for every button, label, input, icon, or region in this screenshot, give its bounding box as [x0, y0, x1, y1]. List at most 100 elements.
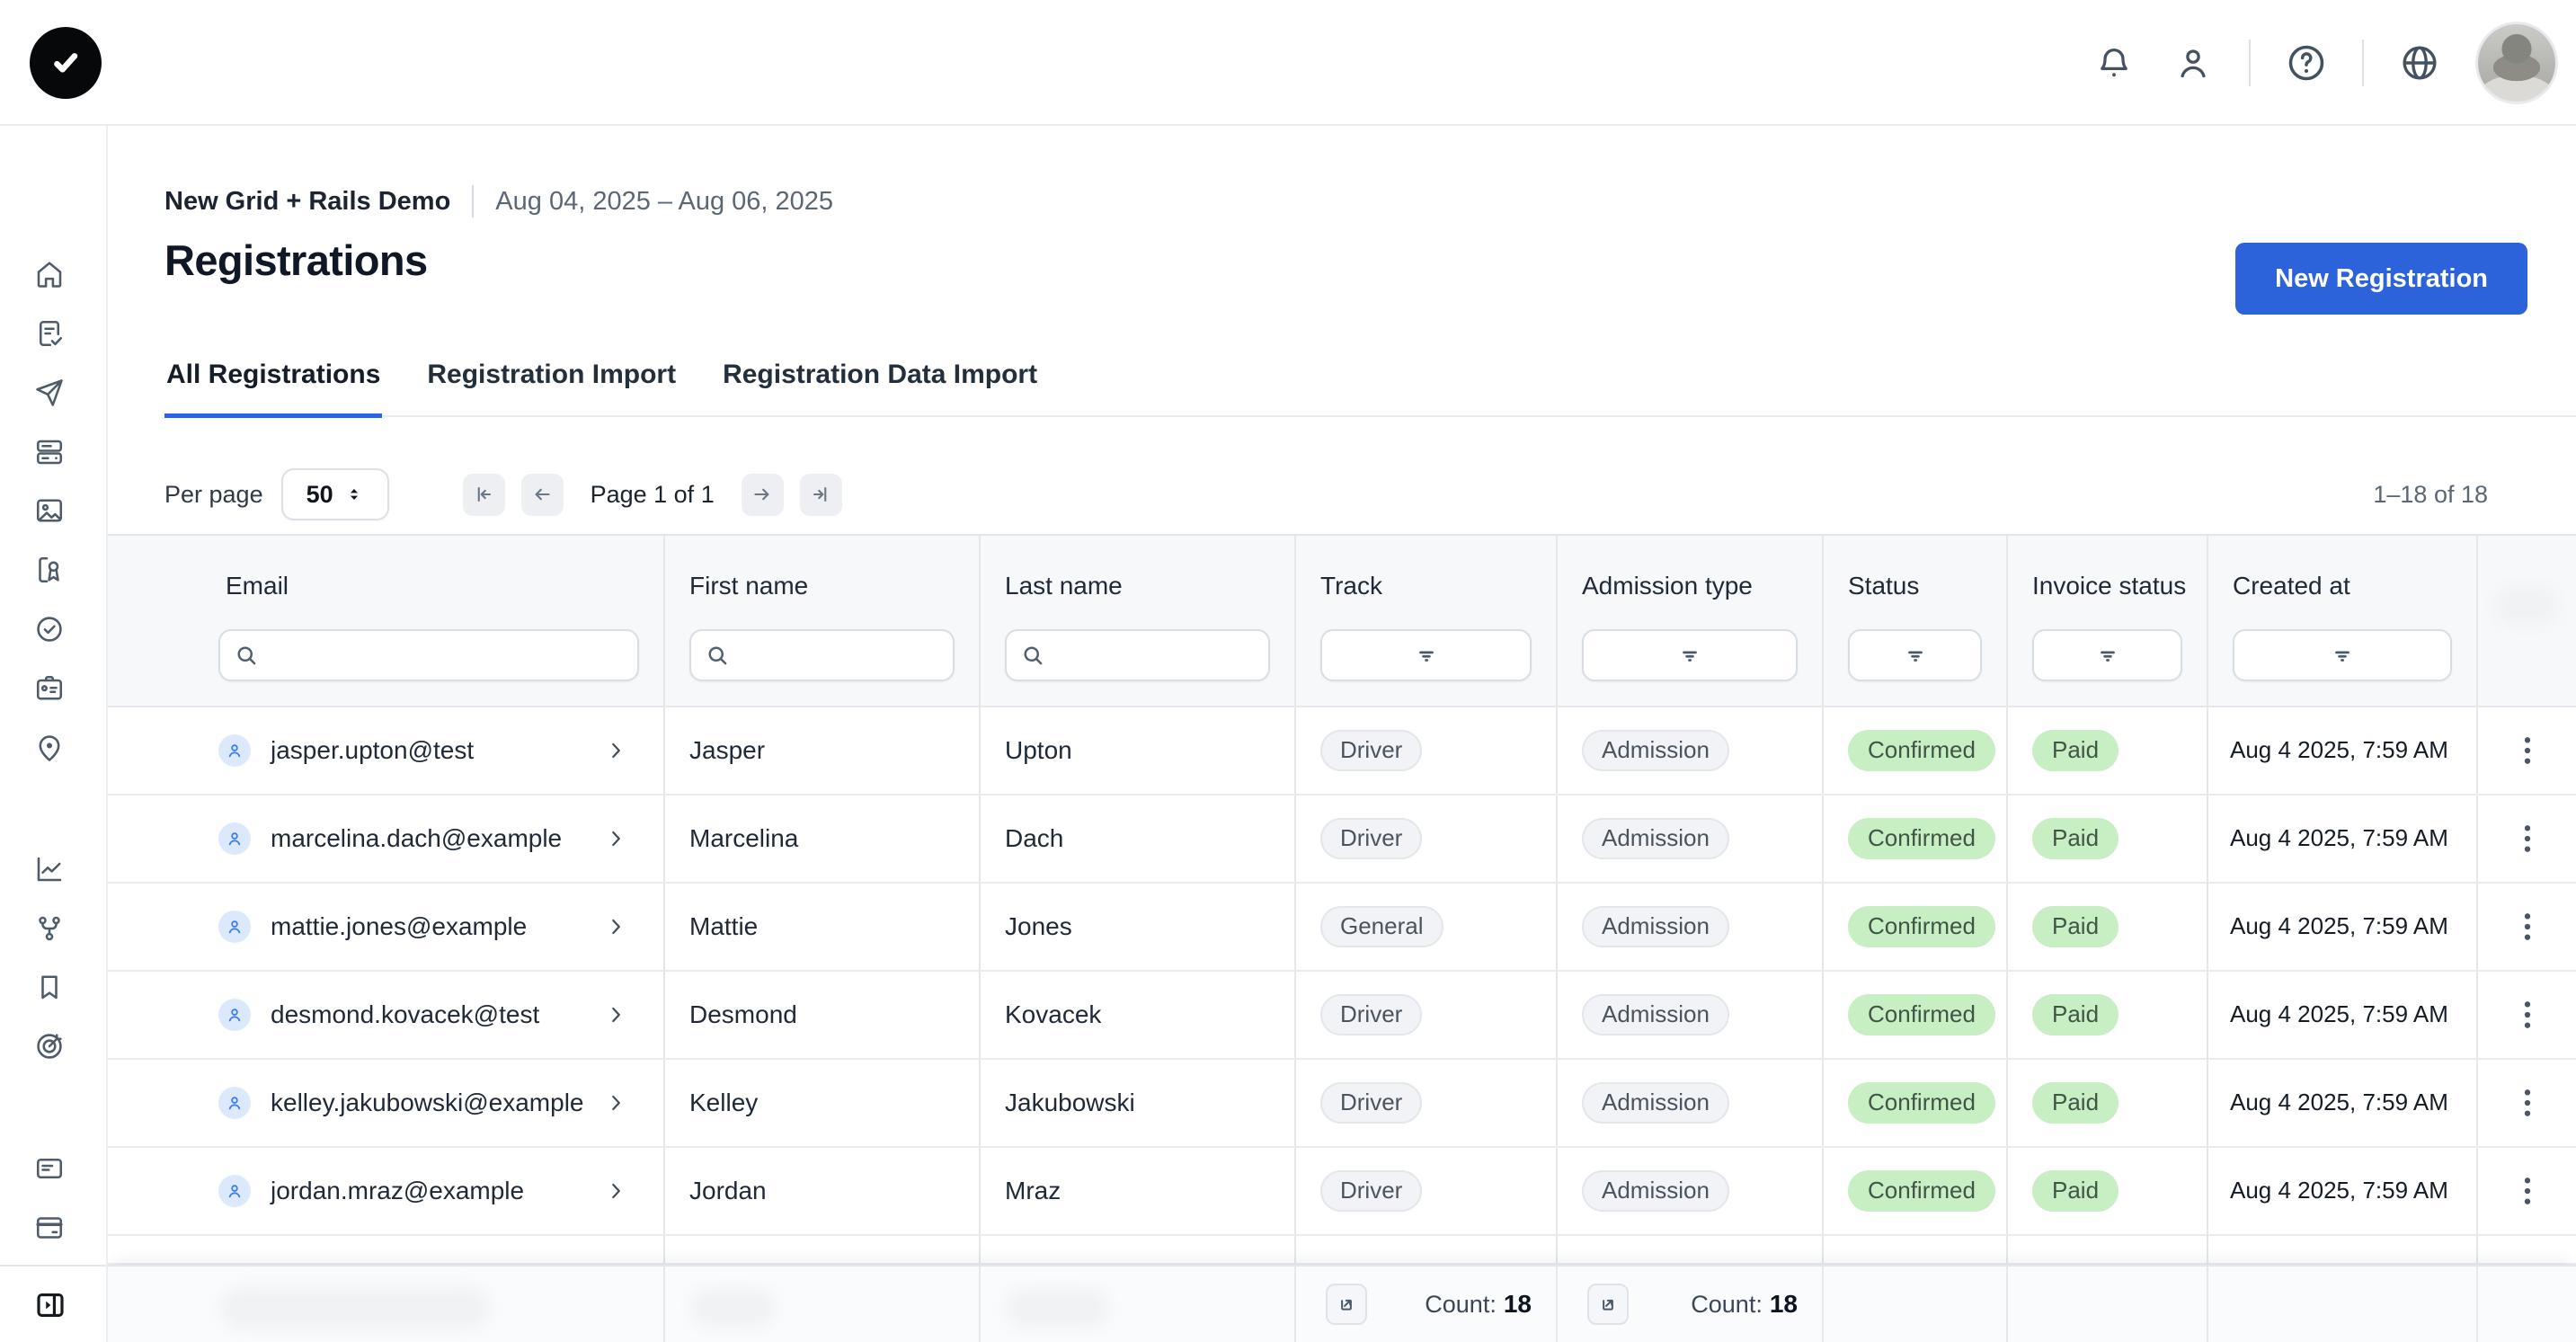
sidebar-item-home[interactable] — [33, 258, 66, 290]
status-badge: Confirmed — [1848, 993, 1995, 1035]
sidebar-item-billing[interactable] — [33, 1212, 66, 1244]
invoice-status-badge: Paid — [2032, 817, 2119, 859]
column-header-first-name: First name — [689, 572, 809, 600]
help-circle-icon — [2284, 40, 2329, 85]
email-cell[interactable]: mattie.jones@example — [108, 883, 665, 970]
row-menu-button[interactable] — [2509, 725, 2546, 776]
last-name-value: Dach — [981, 795, 1296, 882]
sidebar-item-workflows[interactable] — [33, 912, 66, 945]
invoice-status-cell: Paid — [2008, 883, 2208, 970]
sidebar-item-analytics[interactable] — [33, 853, 66, 885]
sidebar-item-forms[interactable] — [33, 317, 66, 350]
track-cell: Driver — [1296, 795, 1558, 882]
status-filter-button[interactable] — [1848, 629, 1982, 681]
status-badge: Confirmed — [1848, 1169, 1995, 1212]
last-name-filter-input[interactable] — [1005, 629, 1270, 681]
chevron-right-icon[interactable] — [604, 827, 627, 850]
email-cell[interactable]: desmond.kovacek@test — [108, 971, 665, 1058]
footer-admission-type-cell: Count: 18 — [1558, 1266, 1824, 1342]
email-value: kelley.jakubowski@example — [271, 1088, 584, 1116]
image-icon — [33, 494, 66, 527]
last-name-value: Upton — [981, 707, 1296, 794]
column-header-track: Track — [1320, 572, 1382, 600]
sidebar-item-notes[interactable] — [33, 1152, 66, 1185]
invoice-status-badge: Paid — [2032, 729, 2119, 771]
email-value: jordan.mraz@example — [271, 1176, 525, 1204]
sidebar-item-certificates[interactable] — [33, 554, 66, 586]
previous-page-icon — [529, 482, 555, 507]
per-page-label: Per page — [164, 480, 263, 508]
collapse-sidebar-button[interactable] — [33, 1288, 66, 1320]
email-cell[interactable]: kelley.jakubowski@example — [108, 1059, 665, 1146]
previous-page-button[interactable] — [520, 473, 564, 516]
chevron-right-icon[interactable] — [604, 1091, 627, 1115]
sidebar-item-sessions[interactable] — [33, 436, 66, 468]
target-icon — [33, 1030, 66, 1062]
help-button[interactable] — [2283, 40, 2330, 86]
first-page-button[interactable] — [462, 473, 505, 516]
invoice-status-filter-button[interactable] — [2032, 629, 2182, 681]
tab-registration-data-import[interactable]: Registration Data Import — [721, 360, 1039, 415]
first-name-filter-input[interactable] — [689, 629, 955, 681]
invoice-status-badge: Paid — [2032, 993, 2119, 1035]
footer-email-cell — [108, 1266, 665, 1342]
new-registration-button[interactable]: New Registration — [2235, 243, 2527, 315]
chevron-right-icon[interactable] — [604, 1003, 627, 1026]
email-cell[interactable]: marcelina.dach@example — [108, 795, 665, 882]
email-value: jasper.upton@test — [271, 735, 475, 764]
track-badge: Driver — [1320, 993, 1423, 1035]
row-menu-button[interactable] — [2509, 813, 2546, 864]
first-page-icon — [471, 482, 496, 507]
created-at-filter-button[interactable] — [2233, 629, 2452, 681]
track-badge: Driver — [1320, 1081, 1423, 1124]
sidebar-item-locations[interactable] — [33, 732, 66, 764]
partial-row — [108, 1235, 2576, 1265]
account-button[interactable] — [2170, 40, 2216, 86]
filter-icon — [1413, 642, 1440, 669]
sidebar-item-media[interactable] — [33, 494, 66, 527]
invoice-status-badge: Paid — [2032, 1169, 2119, 1212]
admission-type-aggregation-button[interactable] — [1587, 1283, 1629, 1325]
chevron-right-icon[interactable] — [604, 915, 627, 938]
language-button[interactable] — [2396, 40, 2443, 86]
breadcrumb-project[interactable]: New Grid + Rails Demo — [164, 186, 451, 216]
sidebar-item-badges[interactable] — [33, 672, 66, 705]
row-menu-button[interactable] — [2509, 1166, 2546, 1216]
last-page-button[interactable] — [799, 473, 842, 516]
track-badge: General — [1320, 905, 1443, 947]
table-row: desmond.kovacek@test Desmond Kovacek Dri… — [108, 971, 2576, 1060]
actions-cell — [2478, 1148, 2576, 1234]
chevron-right-icon[interactable] — [604, 739, 627, 762]
sidebar-item-goals[interactable] — [33, 1030, 66, 1062]
sidebar-item-verified[interactable] — [33, 613, 66, 645]
row-menu-button[interactable] — [2509, 1078, 2546, 1128]
tab-all-registrations[interactable]: All Registrations — [164, 360, 383, 418]
row-menu-button[interactable] — [2509, 902, 2546, 952]
track-filter-button[interactable] — [1320, 629, 1532, 681]
email-filter-input[interactable] — [218, 629, 639, 681]
next-page-button[interactable] — [741, 473, 784, 516]
track-aggregation-button[interactable] — [1326, 1283, 1367, 1325]
workflow-icon — [33, 912, 66, 945]
page-title: Registrations — [164, 236, 428, 284]
chevron-right-icon[interactable] — [604, 1179, 627, 1203]
email-cell[interactable]: jasper.upton@test — [108, 707, 665, 794]
sidebar-item-send[interactable] — [33, 377, 66, 409]
invoice-status-cell: Paid — [2008, 1147, 2208, 1234]
footer-status-cell — [1824, 1266, 2008, 1342]
first-name-value: Marcelina — [665, 795, 981, 882]
notifications-button[interactable] — [2091, 40, 2137, 86]
tab-registration-import[interactable]: Registration Import — [425, 360, 678, 415]
admission-type-filter-button[interactable] — [1582, 629, 1798, 681]
column-header-created-at: Created at — [2233, 572, 2350, 600]
row-menu-button[interactable] — [2509, 990, 2546, 1040]
user-avatar[interactable] — [2475, 22, 2558, 104]
app-logo[interactable] — [30, 27, 102, 99]
status-badge: Confirmed — [1848, 1081, 1995, 1124]
sidebar-item-bookmarks[interactable] — [33, 971, 66, 1003]
person-avatar-icon — [218, 998, 251, 1031]
column-header-admission-type: Admission type — [1582, 572, 1753, 600]
track-badge: Driver — [1320, 817, 1423, 859]
email-cell[interactable]: jordan.mraz@example — [108, 1147, 665, 1234]
per-page-select[interactable]: 50 — [280, 468, 389, 520]
